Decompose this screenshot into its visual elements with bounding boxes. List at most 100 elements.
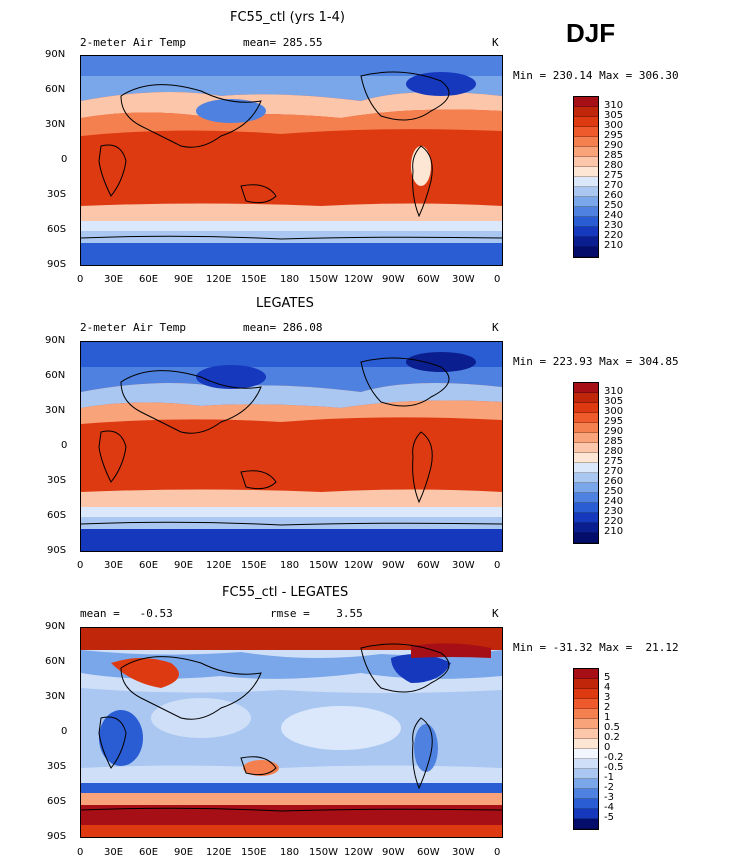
colorbar-tick-label: 305 [604,396,624,407]
panel-2-lon-label: 120W [344,560,373,571]
colorbar-tick-label: 270 [604,466,624,477]
colorbar-tick-label: 240 [604,210,624,221]
panel-3-lon-label: 60E [139,847,159,858]
panel-1-variable-label: 2-meter Air Temp [80,36,186,49]
panel-3-mean-label: mean = -0.53 [80,607,173,620]
colorbar-swatch [574,779,598,789]
panel-3-lat-label: 60S [47,796,67,807]
panel-3-lat-label: 30S [47,761,67,772]
panel-3-lon-label: 60W [417,847,440,858]
colorbar-swatch [574,167,598,177]
colorbar-tick-label: 280 [604,160,624,171]
panel-2-lat-label: 0 [61,440,68,451]
colorbar-swatch [574,433,598,443]
colorbar-tick-label: 210 [604,240,624,251]
panel-2-lat-label: 30S [47,475,67,486]
colorbar-swatch [574,513,598,523]
panel-1-lat-label: 90S [47,259,67,270]
panel-1-lat-label: 30N [45,119,66,130]
colorbar-tick-label: -0.5 [604,762,624,773]
panel-2-lon-label: 180 [280,560,300,571]
panel-2-lat-label: 60S [47,510,67,521]
colorbar-tick-label: 305 [604,110,624,121]
colorbar-tick-label: 1 [604,712,611,723]
panel-1-lat-label: 60N [45,84,66,95]
colorbar-swatch [574,669,598,679]
panel-2-lon-label: 0 [77,560,84,571]
colorbar-swatch [574,759,598,769]
panel-3-unit-label: K [492,607,499,620]
colorbar-swatch [574,127,598,137]
panel-3-lon-label: 120W [344,847,373,858]
colorbar-tick-label: 230 [604,506,624,517]
colorbar-swatch [574,493,598,503]
panel-1-map [80,55,503,266]
colorbar-swatch [574,137,598,147]
colorbar-tick-label: 3 [604,692,611,703]
colorbar-tick-label: -2 [604,782,614,793]
colorbar-swatch [574,739,598,749]
panel-2-lon-label: 30W [452,560,475,571]
colorbar-tick-label: 275 [604,456,624,467]
colorbar-swatch [574,769,598,779]
colorbar-swatch [574,187,598,197]
colorbar-swatch [574,689,598,699]
panel-3-lon-label: 120E [206,847,232,858]
colorbar-swatch [574,729,598,739]
colorbar-swatch [574,117,598,127]
colorbar-swatch [574,463,598,473]
panel-3-lon-label: 0 [494,847,501,858]
panel-1-lat-label: 60S [47,224,67,235]
panel-1-mean-label: mean= 285.55 [243,36,323,49]
panel-1-lon-label: 0 [494,274,501,285]
colorbar-swatch [574,157,598,167]
colorbar-swatch [574,523,598,533]
panel-2-lat-label: 90S [47,545,67,556]
panel-2-lon-label: 90W [382,560,405,571]
panel-1-lon-label: 90E [174,274,194,285]
panel-3-colorbar [573,668,599,830]
panel-1-title: FC55_ctl (yrs 1-4) [230,10,345,25]
colorbar-tick-label: 0 [604,742,611,753]
colorbar-swatch [574,247,598,257]
colorbar-tick-label: 275 [604,170,624,181]
panel-3-title: FC55_ctl - LEGATES [222,585,349,600]
colorbar-tick-label: 310 [604,386,624,397]
panel-2-mean-label: mean= 286.08 [243,321,323,334]
colorbar-tick-label: -4 [604,802,614,813]
colorbar-swatch [574,533,598,543]
panel-2-lat-label: 60N [45,370,66,381]
panel-3-lat-label: 90S [47,831,67,842]
colorbar-tick-label: 220 [604,516,624,527]
panel-3-lat-label: 60N [45,656,66,667]
colorbar-swatch [574,709,598,719]
colorbar-tick-label: 240 [604,496,624,507]
panel-3-lon-label: 90W [382,847,405,858]
colorbar-swatch [574,789,598,799]
panel-2-colorbar [573,382,599,544]
colorbar-swatch [574,699,598,709]
colorbar-swatch [574,443,598,453]
colorbar-tick-label: 300 [604,120,624,131]
panel-1-unit-label: K [492,36,499,49]
panel-1-lon-label: 60E [139,274,159,285]
colorbar-tick-label: -3 [604,792,614,803]
colorbar-swatch [574,483,598,493]
colorbar-swatch [574,177,598,187]
colorbar-tick-label: 0.5 [604,722,620,733]
panel-3-lon-label: 150W [309,847,338,858]
panel-3-lon-label: 30E [104,847,124,858]
colorbar-tick-label: 5 [604,672,611,683]
panel-1-lon-label: 150E [241,274,267,285]
panel-1-lon-label: 60W [417,274,440,285]
panel-1-lon-label: 120E [206,274,232,285]
panel-3-lat-label: 30N [45,691,66,702]
colorbar-swatch [574,423,598,433]
panel-2-lon-label: 30E [104,560,124,571]
panel-2-lon-label: 0 [494,560,501,571]
season-title: DJF [566,18,616,48]
colorbar-swatch [574,217,598,227]
colorbar-tick-label: 285 [604,436,624,447]
panel-3-lat-label: 90N [45,621,66,632]
colorbar-tick-label: 2 [604,702,611,713]
